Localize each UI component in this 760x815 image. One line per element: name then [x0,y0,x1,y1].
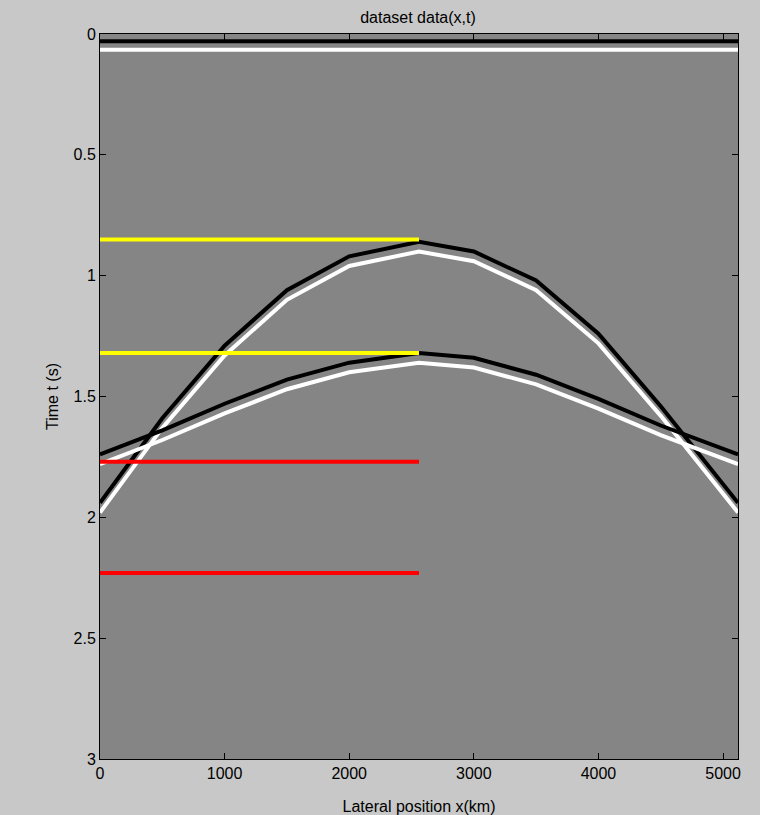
svg-text:2.5: 2.5 [74,630,96,647]
svg-text:1.5: 1.5 [74,388,96,405]
svg-text:5000: 5000 [705,765,741,782]
svg-text:4000: 4000 [581,765,617,782]
svg-text:1000: 1000 [207,765,243,782]
svg-text:0: 0 [96,765,105,782]
svg-text:0: 0 [87,26,96,43]
svg-text:Lateral position x(km): Lateral position x(km) [343,798,496,815]
svg-text:dataset data(x,t): dataset data(x,t) [360,9,476,26]
svg-text:1: 1 [87,267,96,284]
svg-text:2: 2 [87,509,96,526]
svg-text:Time t (s): Time t (s) [44,363,61,430]
svg-text:3: 3 [87,751,96,768]
svg-text:0.5: 0.5 [74,146,96,163]
svg-text:2000: 2000 [331,765,367,782]
svg-text:3000: 3000 [456,765,492,782]
